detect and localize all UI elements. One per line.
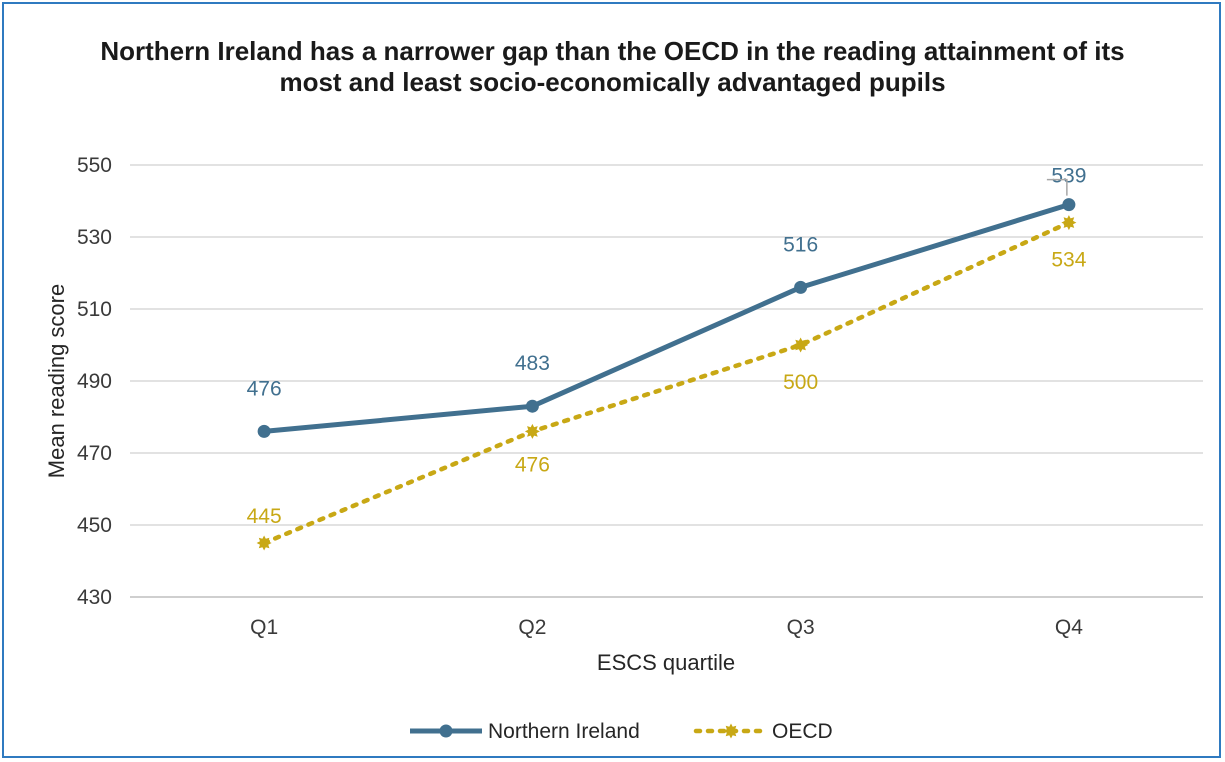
x-tick-label: Q2	[518, 616, 546, 639]
y-tick-label: 470	[77, 442, 112, 465]
data-label: 445	[247, 505, 282, 528]
data-point	[257, 424, 271, 438]
x-tick-label: Q1	[250, 616, 278, 639]
y-axis-ticks: 430 450 470 490 510 530 550	[77, 154, 112, 609]
series-group	[256, 198, 1077, 551]
data-point	[793, 337, 809, 353]
y-tick-label: 430	[77, 586, 112, 609]
legend-label: OECD	[772, 720, 833, 743]
data-point	[794, 280, 808, 294]
data-label: 534	[1051, 249, 1086, 272]
label-leader-line	[1046, 178, 1068, 196]
legend-marker	[723, 723, 739, 739]
data-point	[256, 535, 272, 551]
y-tick-label: 530	[77, 226, 112, 249]
legend-marker	[439, 724, 453, 738]
data-point	[1062, 198, 1076, 212]
x-tick-label: Q3	[787, 616, 815, 639]
data-label: 476	[515, 453, 550, 476]
gridlines	[130, 164, 1203, 598]
series-line-oecd	[261, 220, 1072, 546]
legend: Northern Ireland OECD	[410, 720, 833, 743]
chart-title: Northern Ireland has a narrower gap than…	[100, 36, 1125, 97]
data-label: 483	[515, 352, 550, 375]
series-line-northern-ireland	[263, 202, 1070, 434]
legend-label: Northern Ireland	[488, 720, 640, 743]
y-tick-label: 450	[77, 514, 112, 537]
data-point	[1061, 215, 1077, 231]
y-axis-label: Mean reading score	[44, 284, 69, 478]
data-point	[525, 399, 539, 413]
y-tick-label: 510	[77, 298, 112, 321]
data-label: 500	[783, 371, 818, 394]
data-point	[524, 423, 540, 439]
y-tick-label: 550	[77, 154, 112, 177]
data-label: 539	[1051, 165, 1086, 188]
data-label: 516	[783, 233, 818, 256]
y-tick-label: 490	[77, 370, 112, 393]
x-tick-label: Q4	[1055, 616, 1083, 639]
data-labels: 476 483 516 539 445 476 500 534	[247, 165, 1087, 528]
x-axis-ticks: Q1 Q2 Q3 Q4	[250, 616, 1083, 639]
x-axis-label: ESCS quartile	[597, 650, 735, 675]
data-label: 476	[247, 377, 282, 400]
